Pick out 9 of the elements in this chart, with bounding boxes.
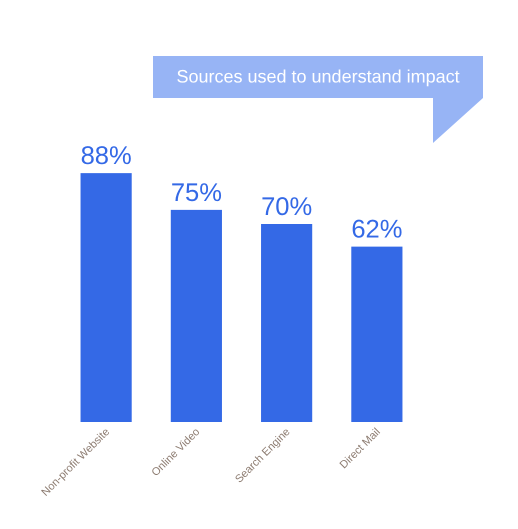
bar — [261, 224, 312, 422]
data-label: 62% — [351, 216, 402, 244]
bar — [170, 210, 222, 422]
bar — [80, 173, 132, 422]
chart-title: Sources used to understand impact — [176, 66, 460, 86]
data-label: 75% — [170, 178, 222, 207]
data-label: 88% — [80, 142, 132, 170]
data-label: 70% — [261, 193, 312, 222]
bar — [351, 246, 402, 422]
